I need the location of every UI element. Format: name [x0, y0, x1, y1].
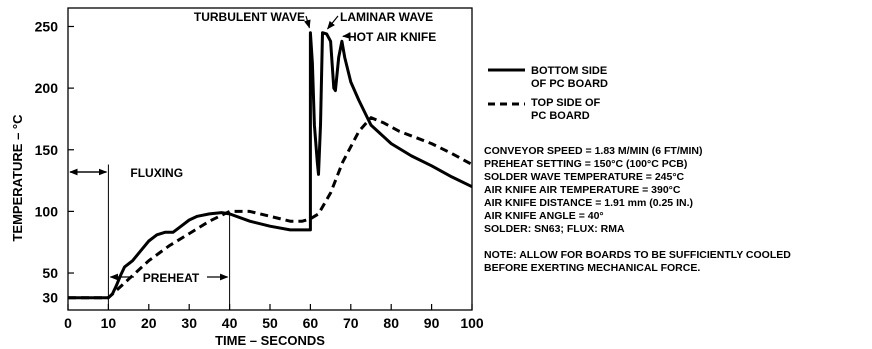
annotation-turbulent-wave: TURBULENT WAVE [194, 10, 305, 24]
x-tick-label: 70 [343, 315, 359, 331]
condition-line: AIR KNIFE ANGLE = 40° [484, 210, 604, 222]
annotation-hot-air-knife: HOT AIR KNIFE [348, 30, 436, 44]
annotation-fluxing: FLUXING [130, 166, 183, 180]
annotation-arrow-turbulent-wave [304, 15, 311, 29]
annotation-laminar-wave: LAMINAR WAVE [340, 10, 433, 24]
condition-line: SOLDER WAVE TEMPERATURE = 245°C [484, 171, 685, 183]
x-tick-label: 90 [424, 315, 440, 331]
note-line: NOTE: ALLOW FOR BOARDS TO BE SUFFICIENTL… [484, 249, 791, 261]
guide-lines [107, 164, 231, 310]
annotation-preheat: PREHEAT [143, 271, 200, 285]
legend: BOTTOM SIDE OF PC BOARD TOP SIDE OF PC B… [488, 65, 608, 122]
series-line-bottom-side [68, 31, 473, 300]
y-tick-label: 30 [42, 290, 58, 306]
condition-line: AIR KNIFE DISTANCE = 1.91 mm (0.25 IN.) [484, 197, 693, 209]
x-tick-label: 10 [101, 315, 117, 331]
y-tick-label: 50 [42, 265, 58, 281]
legend-label-bottom-side-line2: OF PC BOARD [531, 78, 608, 90]
x-tick-label: 0 [64, 315, 72, 331]
condition-line: AIR KNIFE AIR TEMPERATURE = 390°C [484, 184, 681, 196]
x-tick-label: 80 [383, 315, 399, 331]
x-tick-label: 100 [460, 315, 484, 331]
y-tick-label: 250 [35, 18, 59, 34]
legend-label-top-side-line1: TOP SIDE OF [531, 97, 601, 109]
annotation-arrow-laminar-wave [327, 15, 339, 30]
axes: 0 10 20 30 40 50 60 70 80 90 100 30 50 100 150 200 250 [35, 7, 484, 331]
legend-label-top-side-line2: PC BOARD [531, 110, 590, 122]
condition-line: SOLDER: SN63; FLUX: RMA [484, 223, 625, 235]
note-block: NOTE: ALLOW FOR BOARDS TO BE SUFFICIENTL… [484, 249, 791, 274]
y-axis-label: TEMPERATURE – °C [10, 114, 25, 242]
conditions-block: CONVEYOR SPEED = 1.83 M/MIN (6 FT/MIN) P… [484, 145, 703, 235]
condition-line: CONVEYOR SPEED = 1.83 M/MIN (6 FT/MIN) [484, 145, 703, 157]
x-tick-label: 20 [141, 315, 157, 331]
series-line-top-side [68, 116, 473, 300]
annotation-layer: TURBULENT WAVE LAMINAR WAVE HOT AIR KNIFE F… [69, 10, 436, 285]
y-tick-label: 150 [35, 142, 59, 158]
x-tick-label: 50 [262, 315, 278, 331]
x-tick-label: 60 [303, 315, 319, 331]
note-line: BEFORE EXERTING MECHANICAL FORCE. [484, 262, 700, 274]
y-tick-label: 200 [35, 80, 59, 96]
x-tick-label: 40 [222, 315, 238, 331]
series-layer [68, 31, 473, 300]
legend-label-bottom-side-line1: BOTTOM SIDE [531, 65, 607, 77]
y-tick-label: 100 [35, 203, 59, 219]
x-tick-label: 30 [181, 315, 197, 331]
condition-line: PREHEAT SETTING = 150°C (100°C PCB) [484, 158, 687, 170]
x-axis-label: TIME – SECONDS [215, 333, 325, 348]
